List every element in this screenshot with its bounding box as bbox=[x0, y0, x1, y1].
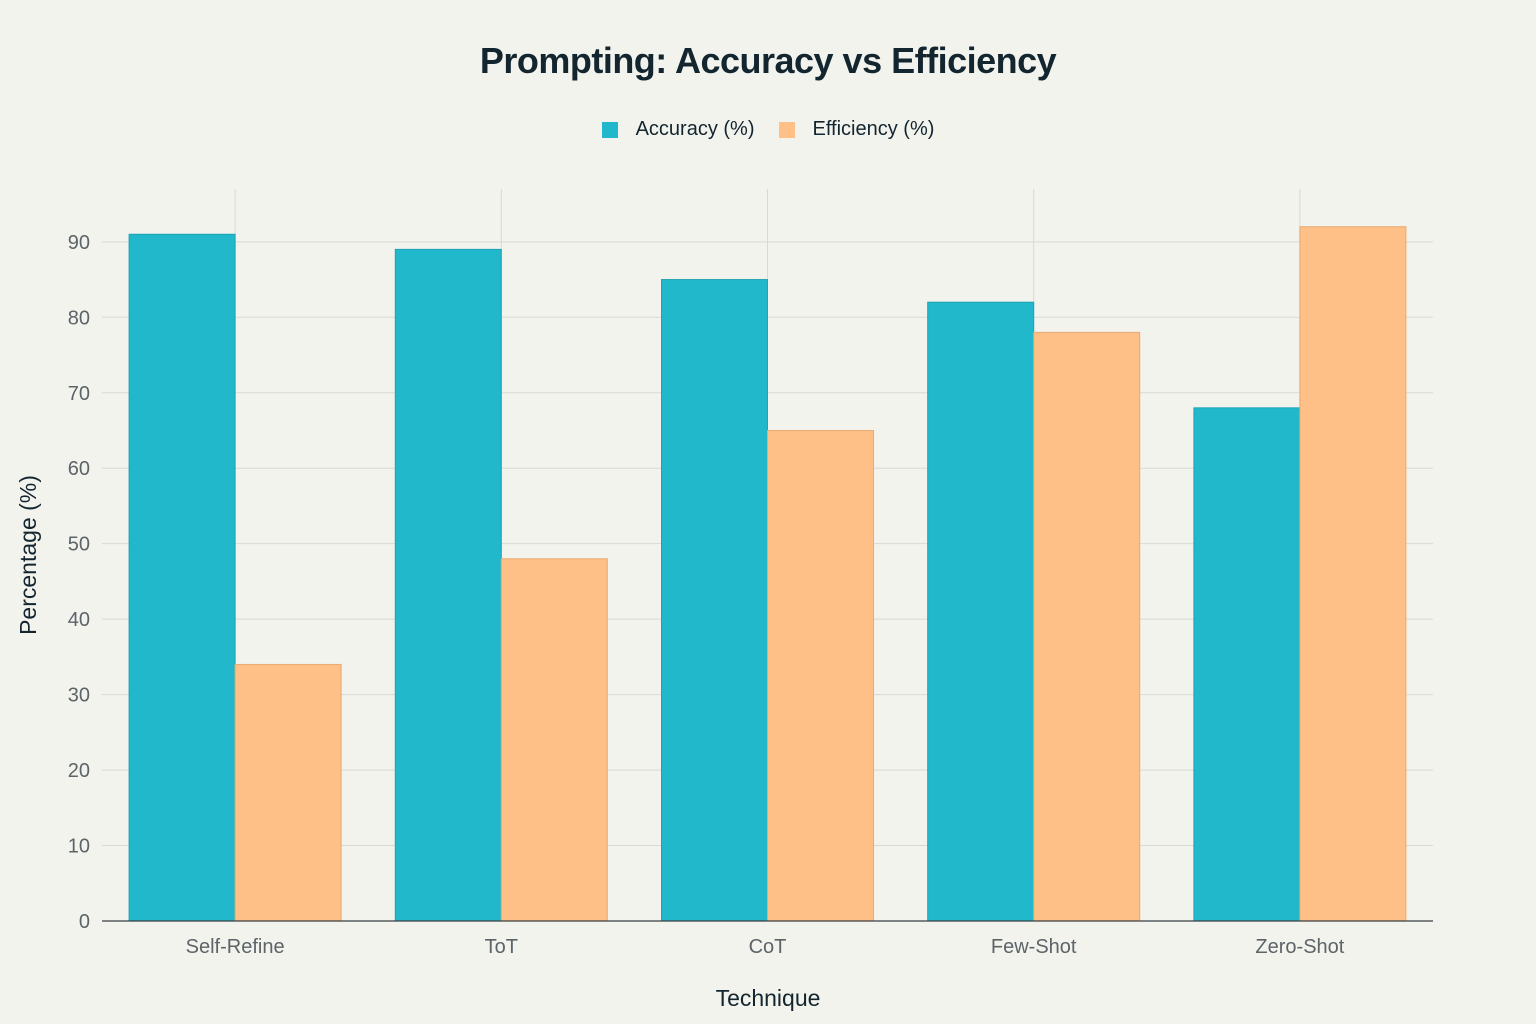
x-axis-label: Technique bbox=[716, 985, 821, 1011]
legend-swatch-efficiency bbox=[778, 121, 795, 138]
bars-layer bbox=[128, 226, 1407, 922]
bar-accuracy bbox=[128, 233, 236, 922]
bar-accuracy bbox=[394, 248, 502, 922]
legend-item-efficiency[interactable]: Efficiency (%) bbox=[778, 118, 935, 141]
bar-efficiency bbox=[767, 429, 874, 922]
y-tick-label: 30 bbox=[68, 685, 90, 707]
bar-efficiency bbox=[1299, 226, 1407, 922]
x-tick-label: Zero-Shot bbox=[1255, 936, 1344, 958]
x-tick-label: CoT bbox=[749, 936, 787, 958]
legend: Accuracy (%) Efficiency (%) bbox=[0, 118, 1536, 141]
y-tick-label: 90 bbox=[68, 232, 90, 254]
bar-accuracy bbox=[927, 301, 1035, 922]
chart-title: Prompting: Accuracy vs Efficiency bbox=[479, 40, 1057, 81]
bar-efficiency bbox=[234, 663, 342, 922]
x-tick-label: Self-Refine bbox=[186, 936, 285, 958]
bar-efficiency bbox=[1033, 331, 1141, 922]
x-tick-label: ToT bbox=[485, 936, 518, 958]
legend-item-accuracy[interactable]: Accuracy (%) bbox=[601, 118, 755, 141]
y-tick-label: 70 bbox=[68, 383, 90, 405]
legend-label-accuracy: Accuracy (%) bbox=[635, 118, 755, 140]
bar-accuracy bbox=[1193, 407, 1301, 922]
y-tick-label: 10 bbox=[68, 836, 90, 858]
y-tick-label: 0 bbox=[79, 911, 90, 933]
y-axis-label: Percentage (%) bbox=[15, 475, 41, 635]
bar-efficiency bbox=[500, 558, 608, 922]
y-tick-label: 80 bbox=[68, 307, 90, 329]
y-tick-label: 60 bbox=[68, 458, 90, 480]
x-tick-label: Few-Shot bbox=[991, 936, 1077, 958]
y-tick-label: 50 bbox=[68, 534, 90, 556]
legend-swatch-accuracy bbox=[601, 121, 618, 138]
y-tick-label: 20 bbox=[68, 760, 90, 782]
axis-layer: 0 10 20 30 40 50 60 70 80 90 Self-Refine ToT CoT Few-… bbox=[68, 232, 1433, 958]
bar-accuracy bbox=[661, 279, 768, 922]
y-tick-label: 40 bbox=[68, 609, 90, 631]
legend-label-efficiency: Efficiency (%) bbox=[812, 118, 935, 140]
